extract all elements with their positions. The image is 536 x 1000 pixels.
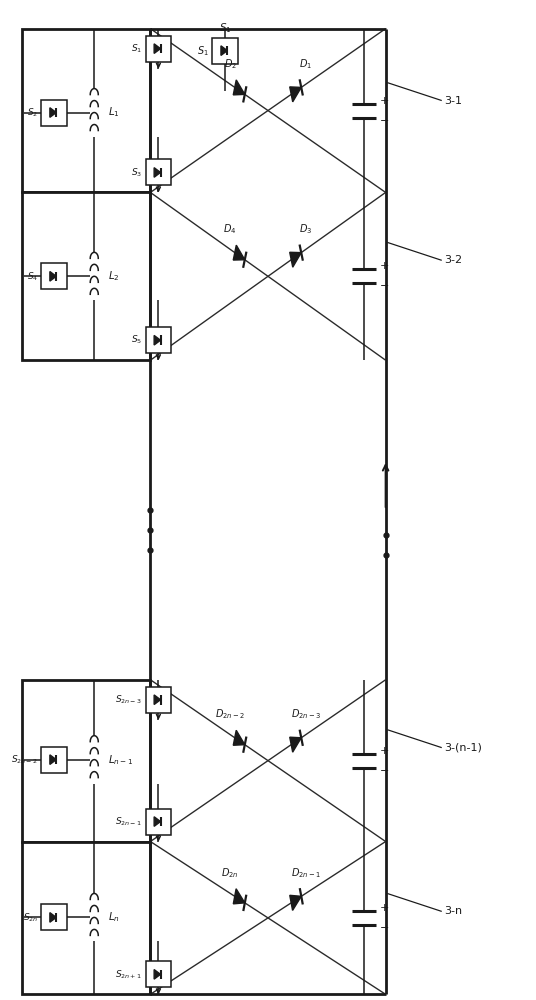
Text: $D_{4}$: $D_{4}$ [224, 222, 237, 236]
Polygon shape [154, 335, 161, 345]
Text: $D_{{2n}}$: $D_{{2n}}$ [221, 866, 239, 880]
Bar [212, 38, 238, 64]
Polygon shape [221, 46, 227, 55]
Text: $S_1$: $S_1$ [219, 21, 232, 35]
Text: $S_{2}$: $S_{2}$ [27, 106, 38, 119]
Text: $D_{{2n-2}}$: $D_{{2n-2}}$ [215, 707, 245, 721]
Polygon shape [154, 970, 161, 979]
Bar [41, 747, 67, 773]
Text: $S_{{2n-3}}$: $S_{{2n-3}}$ [115, 693, 143, 706]
Bar [146, 687, 171, 713]
Text: $S_{{2n-2}}$: $S_{{2n-2}}$ [11, 753, 38, 766]
Polygon shape [50, 272, 56, 281]
Text: $S_{1}$: $S_{1}$ [197, 44, 209, 58]
Text: 3-(n-1): 3-(n-1) [444, 743, 482, 753]
Text: 3-n: 3-n [444, 906, 463, 916]
Polygon shape [290, 87, 301, 102]
Text: +: + [380, 746, 390, 756]
Text: $D_{2}$: $D_{2}$ [224, 57, 237, 71]
Bar [146, 159, 171, 185]
Polygon shape [233, 730, 245, 745]
Bar [22, 842, 151, 994]
Bar [146, 961, 171, 987]
Text: $S_{1}$: $S_{1}$ [131, 42, 143, 55]
Text: −: − [380, 116, 390, 126]
Polygon shape [154, 817, 161, 826]
Text: $L_{1}$: $L_{1}$ [108, 106, 120, 119]
Text: −: − [380, 281, 390, 291]
Bar [146, 36, 171, 62]
Polygon shape [233, 80, 245, 95]
Text: −: − [380, 766, 390, 776]
Text: $S_{{2n-1}}$: $S_{{2n-1}}$ [115, 815, 143, 828]
Polygon shape [154, 695, 161, 705]
Bar [41, 904, 67, 930]
Text: $S_{3}$: $S_{3}$ [131, 166, 143, 179]
Text: $D_{3}$: $D_{3}$ [299, 222, 312, 236]
Text: $D_{1}$: $D_{1}$ [299, 57, 312, 71]
Polygon shape [233, 889, 245, 904]
Text: +: + [380, 261, 390, 271]
Polygon shape [154, 168, 161, 177]
Polygon shape [50, 913, 56, 922]
Polygon shape [290, 737, 301, 752]
Bar [146, 327, 171, 353]
Text: +: + [380, 903, 390, 913]
Text: $L_{n}$: $L_{n}$ [108, 911, 120, 924]
Bar [22, 192, 151, 360]
Bar [41, 263, 67, 289]
Text: +: + [380, 96, 390, 106]
Polygon shape [233, 245, 245, 260]
Bar [22, 29, 151, 192]
Polygon shape [290, 895, 301, 910]
Text: $S_{5}$: $S_{5}$ [131, 334, 143, 346]
Bar [22, 680, 151, 842]
Text: $S_{{2n+1}}$: $S_{{2n+1}}$ [115, 968, 143, 981]
Text: $L_{2}$: $L_{2}$ [108, 269, 119, 283]
Text: 3-2: 3-2 [444, 255, 463, 265]
Bar [41, 100, 67, 126]
Text: $D_{{2n-3}}$: $D_{{2n-3}}$ [291, 707, 321, 721]
Polygon shape [289, 252, 301, 267]
Polygon shape [50, 755, 56, 764]
Text: $S_{{2n}}$: $S_{{2n}}$ [23, 911, 38, 924]
Text: $D_{{2n-1}}$: $D_{{2n-1}}$ [291, 866, 321, 880]
Polygon shape [50, 108, 56, 117]
Text: $L_{{n-1}}$: $L_{{n-1}}$ [108, 753, 133, 767]
Bar [146, 809, 171, 835]
Polygon shape [154, 44, 161, 53]
Text: 3-1: 3-1 [444, 96, 463, 106]
Text: −: − [380, 923, 390, 933]
Text: $S_{4}$: $S_{4}$ [27, 270, 38, 283]
